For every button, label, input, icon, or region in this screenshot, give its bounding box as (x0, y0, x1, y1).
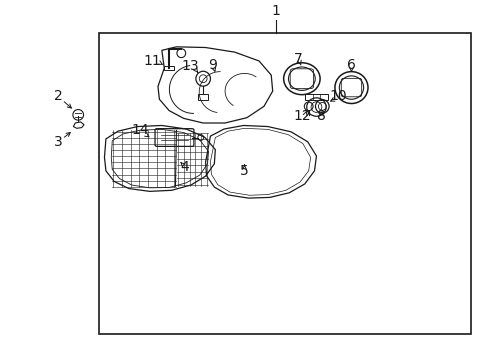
Text: 13: 13 (181, 59, 199, 73)
Text: 8: 8 (316, 109, 325, 123)
Text: 14: 14 (131, 123, 148, 137)
Text: 2: 2 (54, 89, 63, 103)
Text: 12: 12 (292, 109, 310, 123)
Text: 7: 7 (293, 52, 302, 66)
Bar (304, 94, 327, 100)
Text: 3: 3 (54, 135, 63, 149)
Bar (99, 33, 469, 334)
Text: 6: 6 (346, 58, 355, 72)
Bar (164, 66, 174, 70)
Bar (198, 94, 207, 100)
Text: 9: 9 (208, 58, 217, 72)
Text: 1: 1 (271, 4, 280, 18)
Text: 10: 10 (329, 89, 346, 103)
Text: 11: 11 (143, 54, 161, 68)
Text: 5: 5 (240, 164, 248, 178)
Text: 4: 4 (181, 160, 189, 174)
